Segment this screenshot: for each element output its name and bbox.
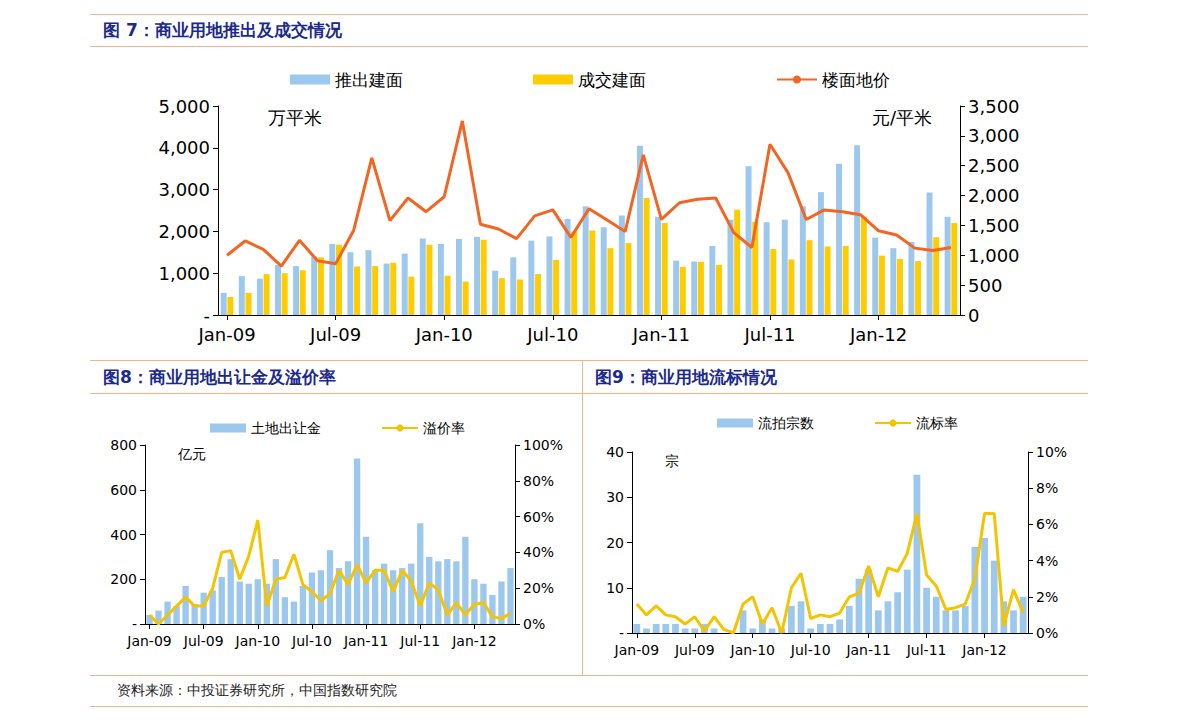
svg-text:Jan-10: Jan-10 — [235, 633, 280, 649]
svg-text:Jul-09: Jul-09 — [674, 642, 715, 658]
svg-text:0%: 0% — [1036, 625, 1058, 641]
svg-text:2,500: 2,500 — [968, 155, 1020, 176]
svg-text:流拍宗数: 流拍宗数 — [758, 415, 814, 431]
svg-text:亿元: 亿元 — [177, 446, 206, 462]
svg-text:4%: 4% — [1036, 553, 1058, 569]
svg-text:Jan-10: Jan-10 — [415, 324, 473, 345]
svg-text:3,000: 3,000 — [968, 125, 1020, 146]
svg-text:3,000: 3,000 — [158, 179, 210, 200]
svg-text:宗: 宗 — [665, 453, 679, 469]
svg-text:30: 30 — [606, 489, 624, 505]
svg-text:成交建面: 成交建面 — [578, 70, 646, 90]
svg-text:3,500: 3,500 — [968, 96, 1020, 117]
svg-text:4,000: 4,000 — [158, 137, 210, 158]
svg-text:6%: 6% — [1036, 516, 1058, 532]
html-text:资料来源：中投证券研究所，中国指数研究院: 资料来源：中投证券研究所，中国指数研究院 — [117, 682, 397, 698]
svg-text:Jan-09: Jan-09 — [197, 324, 255, 345]
svg-text:8%: 8% — [1036, 480, 1058, 496]
svg-text:Jul-11: Jul-11 — [743, 324, 795, 345]
svg-text:500: 500 — [968, 275, 1002, 296]
svg-text:Jul-11: Jul-11 — [906, 642, 947, 658]
svg-text:流标率: 流标率 — [916, 415, 958, 431]
svg-text:Jul-09: Jul-09 — [309, 324, 361, 345]
svg-text:Jan-11: Jan-11 — [343, 633, 388, 649]
html-text:图8：商业用地出让金及溢价率: 图8：商业用地出让金及溢价率 — [103, 367, 336, 387]
svg-text:Jul-09: Jul-09 — [183, 633, 224, 649]
svg-text:100%: 100% — [523, 437, 563, 453]
svg-text:0: 0 — [968, 305, 979, 326]
svg-text:Jan-12: Jan-12 — [451, 633, 496, 649]
svg-text:溢价率: 溢价率 — [423, 420, 465, 436]
svg-text:0%: 0% — [523, 616, 545, 632]
html-text:图9：商业用地流标情况: 图9：商业用地流标情况 — [595, 367, 777, 387]
svg-text:万平米: 万平米 — [268, 107, 322, 128]
svg-text:Jul-10: Jul-10 — [790, 642, 831, 658]
svg-text:Jan-09: Jan-09 — [126, 633, 171, 649]
svg-text:2,000: 2,000 — [968, 185, 1020, 206]
svg-text:Jan-12: Jan-12 — [849, 324, 907, 345]
svg-text:60%: 60% — [523, 509, 554, 525]
svg-text:Jan-11: Jan-11 — [845, 642, 890, 658]
svg-text:Jul-11: Jul-11 — [399, 633, 440, 649]
svg-text:Jul-10: Jul-10 — [291, 633, 332, 649]
svg-text:元/平米: 元/平米 — [872, 107, 932, 128]
svg-text:Jan-12: Jan-12 — [961, 642, 1006, 658]
svg-text:2,000: 2,000 — [158, 221, 210, 242]
svg-text:土地出让金: 土地出让金 — [251, 420, 321, 436]
svg-text:200: 200 — [110, 571, 137, 587]
svg-text:1,500: 1,500 — [968, 215, 1020, 236]
svg-text:10: 10 — [606, 580, 624, 596]
svg-text:600: 600 — [110, 482, 137, 498]
svg-text:推出建面: 推出建面 — [335, 70, 403, 90]
svg-text:Jan-10: Jan-10 — [730, 642, 775, 658]
svg-text:-: - — [204, 305, 211, 326]
svg-text:400: 400 — [110, 527, 137, 543]
svg-text:10%: 10% — [1036, 444, 1067, 460]
svg-text:20: 20 — [606, 535, 624, 551]
svg-text:20%: 20% — [523, 580, 554, 596]
svg-text:-: - — [132, 616, 137, 632]
html-text:图 7：商业用地推出及成交情况: 图 7：商业用地推出及成交情况 — [103, 20, 342, 40]
svg-text:Jul-10: Jul-10 — [526, 324, 578, 345]
svg-text:80%: 80% — [523, 473, 554, 489]
svg-text:楼面地价: 楼面地价 — [822, 70, 890, 90]
svg-text:40%: 40% — [523, 544, 554, 560]
svg-text:1,000: 1,000 — [158, 263, 210, 284]
svg-text:5,000: 5,000 — [158, 96, 210, 117]
svg-text:Jan-09: Jan-09 — [614, 642, 659, 658]
svg-text:1,000: 1,000 — [968, 245, 1020, 266]
svg-text:40: 40 — [606, 444, 624, 460]
svg-text:Jan-11: Jan-11 — [632, 324, 690, 345]
svg-text:-: - — [619, 625, 624, 641]
svg-text:2%: 2% — [1036, 589, 1058, 605]
svg-text:800: 800 — [110, 437, 137, 453]
